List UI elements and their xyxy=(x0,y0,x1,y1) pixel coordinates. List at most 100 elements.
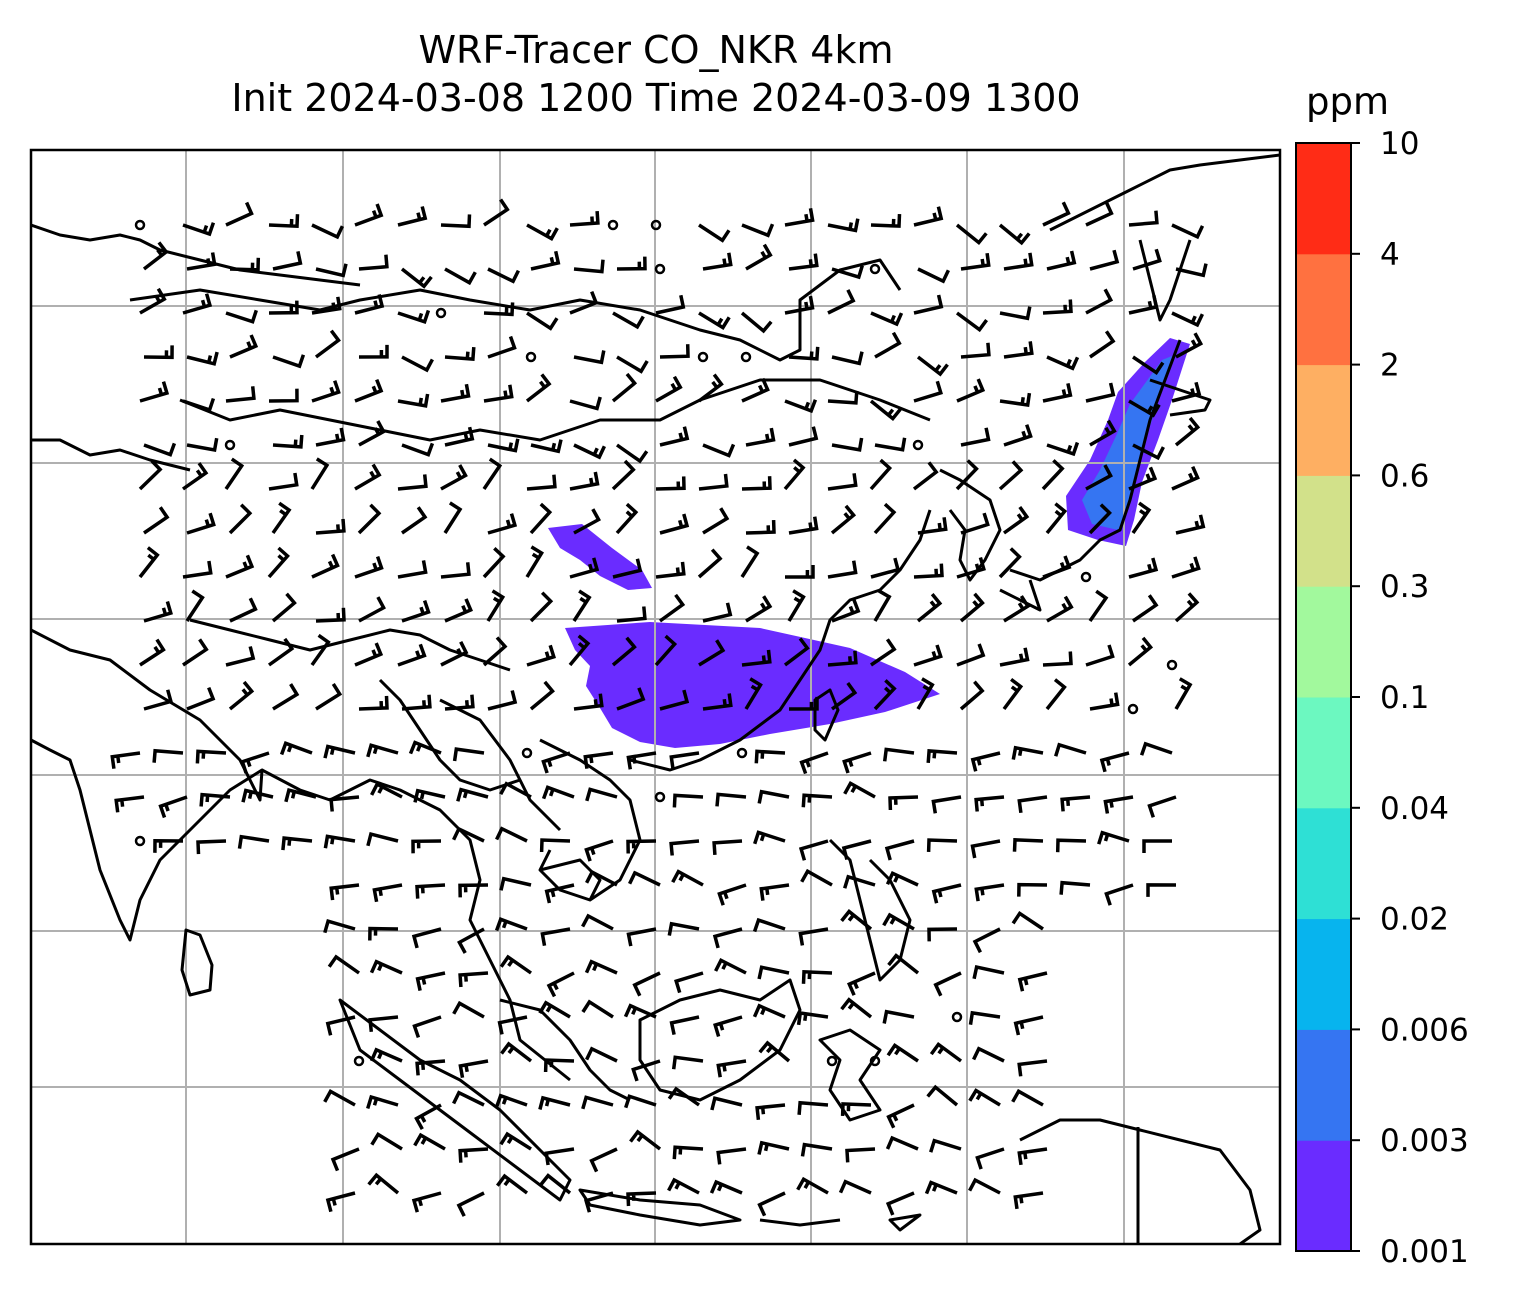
wind-barb xyxy=(974,883,1005,902)
wind-barb xyxy=(196,839,227,855)
wind-barb xyxy=(452,747,485,762)
wind-barb xyxy=(827,560,858,579)
wind-calm-circle xyxy=(435,307,447,319)
wind-barb xyxy=(323,919,356,934)
wind-barb xyxy=(886,1042,919,1063)
border-china-north xyxy=(179,378,931,442)
wind-barb xyxy=(927,927,958,942)
wind-calm-circle xyxy=(353,1055,365,1067)
wind-barb xyxy=(415,971,446,991)
wind-barb xyxy=(1002,678,1024,711)
wind-barb xyxy=(358,344,389,359)
wind-barb xyxy=(1054,742,1087,757)
wind-barb xyxy=(354,556,384,579)
wind-barb xyxy=(1132,355,1165,376)
wind-barb xyxy=(440,562,471,579)
wind-barb xyxy=(916,592,943,623)
wind-barb xyxy=(970,751,1001,772)
wind-barb xyxy=(1142,839,1172,853)
wind-barb xyxy=(667,1177,700,1195)
wind-barb xyxy=(698,223,731,243)
wind-barb xyxy=(757,1191,786,1217)
wind-barb xyxy=(323,1089,356,1107)
wind-calm-circle xyxy=(525,351,537,363)
coast-korea xyxy=(939,468,1002,582)
wind-barb xyxy=(998,547,1022,579)
wind-barb xyxy=(186,512,216,535)
coast-philippines xyxy=(828,838,912,982)
wind-barb xyxy=(612,558,643,579)
wind-barb xyxy=(573,443,606,460)
wind-barb xyxy=(138,546,160,579)
wind-barb xyxy=(1046,250,1077,271)
wind-barb xyxy=(830,504,857,535)
wind-barb xyxy=(370,781,403,799)
wind-barb xyxy=(626,1191,657,1207)
wind-barb xyxy=(525,545,545,578)
wind-barb xyxy=(788,346,820,361)
wind-barb xyxy=(968,1088,1001,1107)
wind-barb xyxy=(924,1180,958,1195)
wind-barb xyxy=(397,206,428,227)
colorbar-bin xyxy=(1296,586,1351,698)
wind-barb xyxy=(315,263,348,278)
wind-barb xyxy=(354,203,384,227)
wind-barb xyxy=(960,252,991,271)
wind-barb xyxy=(926,838,958,852)
border-myanmar xyxy=(378,678,521,792)
wind-barb xyxy=(538,1095,571,1110)
wind-barb xyxy=(569,210,600,227)
wind-calm-circle xyxy=(1166,659,1178,671)
coast-malay xyxy=(499,998,631,1102)
wind-barb xyxy=(483,302,515,317)
wind-barb xyxy=(926,1084,959,1107)
wind-barb xyxy=(783,637,810,667)
wind-barb xyxy=(397,474,428,491)
wind-barb xyxy=(1003,424,1033,447)
wind-barb xyxy=(397,309,431,325)
wind-barb xyxy=(186,437,219,453)
wind-barb xyxy=(1055,838,1087,853)
wind-barb xyxy=(628,870,661,887)
wind-barb xyxy=(631,1059,661,1082)
wind-barb xyxy=(840,997,873,1019)
wind-barb xyxy=(529,591,554,623)
wind-barb xyxy=(526,474,557,491)
wind-barb xyxy=(182,397,216,413)
wind-barb xyxy=(1042,383,1073,403)
coast-cambodia xyxy=(539,858,602,901)
wind-barb xyxy=(139,638,166,667)
wind-barb xyxy=(1042,201,1071,227)
wind-barb xyxy=(1089,249,1120,271)
wind-barb xyxy=(1128,399,1161,418)
wind-barb xyxy=(1088,589,1109,622)
wind-barb xyxy=(329,883,360,901)
wind-barb xyxy=(114,795,145,813)
wind-barb xyxy=(499,954,532,975)
colorbar-ticks: 0.001 0.003 0.006 0.02 0.04 0.1 0.3 0.6 2 4 10 xyxy=(1351,126,1469,1270)
title-line-1: WRF-Tracer CO_NKR 4km xyxy=(418,28,894,72)
wind-barb xyxy=(616,355,649,374)
wind-barb xyxy=(311,553,340,579)
wind-barb xyxy=(616,687,646,711)
wind-barb xyxy=(870,638,897,667)
wind-barb xyxy=(745,520,776,535)
wind-barb xyxy=(1085,644,1115,667)
wind-barb xyxy=(229,597,258,623)
wind-barb xyxy=(1017,1059,1048,1077)
wind-barb xyxy=(1131,501,1152,534)
wind-barb xyxy=(873,589,892,622)
wind-barb xyxy=(411,1191,442,1213)
wind-barb xyxy=(314,329,341,359)
wind-barb xyxy=(1174,416,1201,447)
wind-barb xyxy=(757,789,790,804)
wind-barb xyxy=(1175,514,1206,535)
wind-barb xyxy=(667,1086,701,1107)
colorbar-tick-label: 2 xyxy=(1380,348,1400,384)
wind-barb xyxy=(916,677,935,710)
wind-barb xyxy=(1127,636,1154,667)
wind-barb xyxy=(956,643,986,667)
wind-barb xyxy=(913,206,944,227)
wind-barb xyxy=(110,751,141,769)
